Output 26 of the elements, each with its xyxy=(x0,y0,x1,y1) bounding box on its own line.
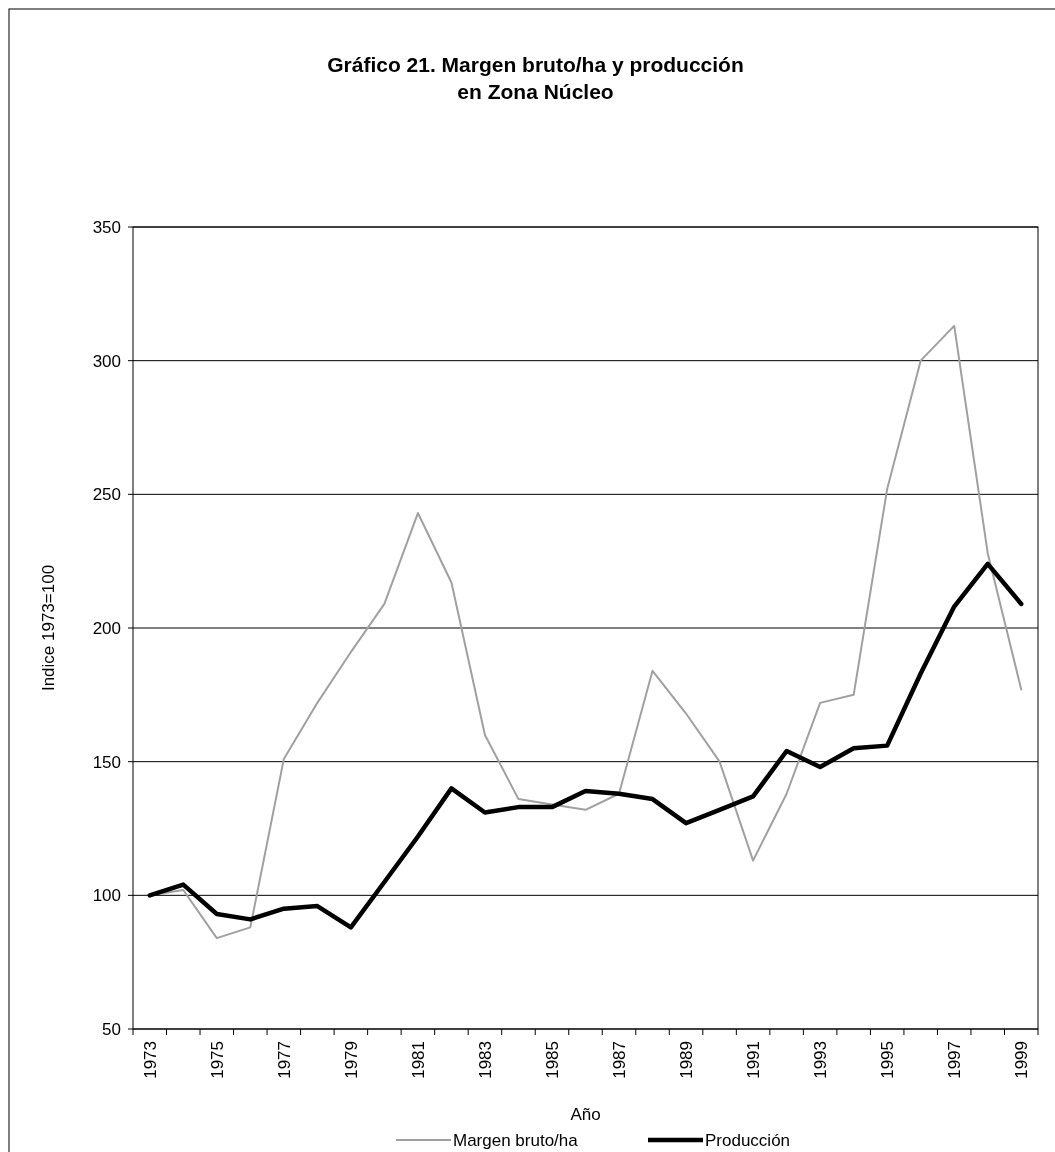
x-tick-label: 1991 xyxy=(744,1041,764,1079)
y-tick-label: 50 xyxy=(102,1020,121,1039)
x-tick-label: 1981 xyxy=(408,1041,428,1079)
x-tick-label: 1985 xyxy=(542,1041,562,1079)
x-tick-label: 1979 xyxy=(341,1041,361,1079)
y-tick-label: 100 xyxy=(92,886,121,906)
x-tick-label: 1997 xyxy=(945,1041,965,1079)
x-tick-label: 1999 xyxy=(1012,1041,1032,1079)
x-tick-label: 1977 xyxy=(274,1041,294,1079)
x-tick-label: 1975 xyxy=(207,1041,227,1079)
y-axis-title: Indice 1973=100 xyxy=(39,564,58,692)
legend-label: Margen bruto/ha xyxy=(453,1131,579,1150)
x-tick-label: 1995 xyxy=(878,1041,898,1079)
y-tick-label: 300 xyxy=(92,351,121,371)
x-tick-label: 1987 xyxy=(610,1041,630,1079)
x-axis-title: Año xyxy=(570,1105,601,1124)
legend-label: Producción xyxy=(705,1131,791,1150)
x-tick-label: 1973 xyxy=(140,1041,160,1079)
y-tick-label: 250 xyxy=(92,485,121,505)
x-tick-label: 1983 xyxy=(475,1041,495,1079)
x-tick-label: 1993 xyxy=(811,1041,831,1079)
chart-title: Gráfico 21. Margen bruto/ha y producción en Zona Núcleo xyxy=(327,53,744,103)
y-tick-label: 350 xyxy=(92,218,121,237)
y-tick-label: 150 xyxy=(92,752,121,772)
y-tick-label: 200 xyxy=(92,619,121,638)
x-tick-label: 1989 xyxy=(677,1041,697,1079)
